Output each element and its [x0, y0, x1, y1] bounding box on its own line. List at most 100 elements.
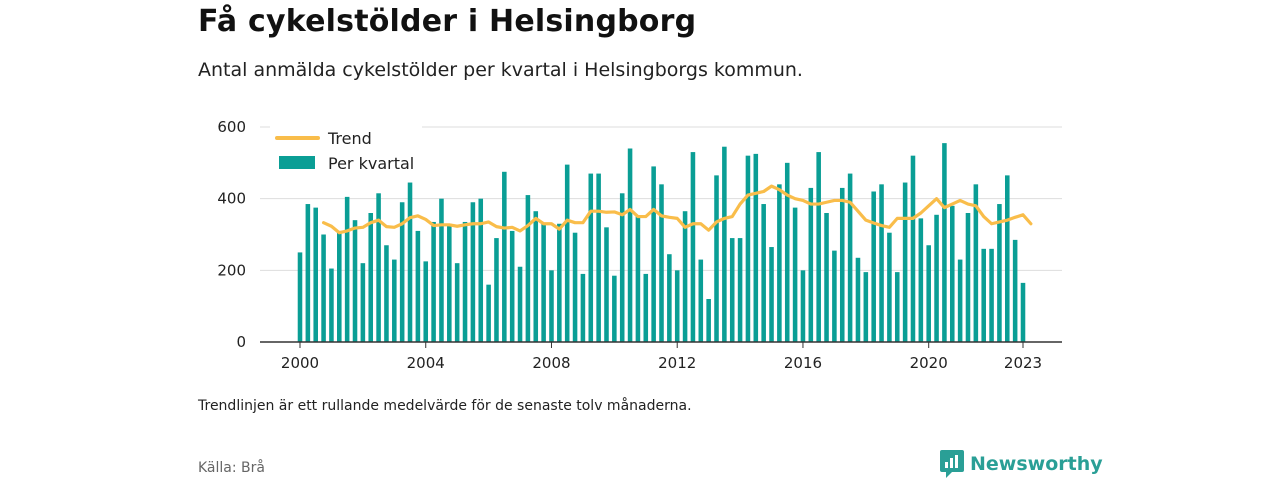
x-tick-label: 2016 — [784, 354, 822, 372]
bar — [926, 245, 931, 342]
bar — [981, 248, 986, 342]
bar — [352, 220, 358, 342]
bar — [824, 213, 829, 342]
bar — [729, 238, 735, 342]
bar — [517, 266, 523, 342]
bar — [525, 195, 531, 342]
x-tick-label: 2012 — [658, 354, 696, 372]
bar — [423, 261, 429, 342]
bar — [431, 221, 436, 342]
bar — [949, 205, 955, 342]
bar — [902, 182, 908, 342]
bar — [690, 152, 696, 342]
bar — [321, 234, 326, 342]
x-tick-label: 2004 — [407, 354, 445, 372]
bar — [502, 171, 507, 342]
bar — [572, 232, 578, 342]
bar — [714, 175, 719, 342]
axes: 0 200 400 600 2000 2004 2008 2012 2016 2020 2023 — [217, 118, 1062, 372]
bar — [965, 213, 971, 342]
chart-title: Få cykelstölder i Helsingborg — [198, 4, 697, 39]
legend-background — [270, 124, 422, 182]
chart-subtitle: Antal anmälda cykelstölder per kvartal i… — [198, 59, 803, 81]
bar — [329, 268, 334, 342]
bar — [549, 270, 554, 342]
bar — [541, 223, 546, 342]
bar — [478, 198, 484, 342]
bar — [627, 148, 633, 342]
x-tick-label: 2023 — [1004, 354, 1042, 372]
source-credit: Källa: Brå — [198, 460, 265, 476]
legend-bar-label: Per kvartal — [328, 154, 414, 173]
bar — [564, 164, 570, 342]
bar — [816, 152, 821, 342]
bar — [910, 155, 916, 342]
bar — [462, 221, 468, 342]
bar — [667, 254, 672, 342]
bar — [887, 232, 892, 342]
bar — [674, 270, 680, 342]
bar — [447, 223, 452, 342]
bar — [1012, 239, 1018, 342]
bar — [918, 218, 924, 342]
newsworthy-logo: Newsworthy — [940, 450, 1103, 478]
y-tick-label: 0 — [236, 333, 246, 351]
bar — [305, 204, 311, 342]
bar — [494, 238, 499, 342]
bar — [604, 227, 609, 342]
legend-bar-swatch — [279, 156, 315, 169]
y-tick-label: 200 — [217, 261, 246, 279]
bar — [753, 153, 759, 342]
bar — [454, 263, 460, 342]
bar — [808, 187, 814, 342]
bar — [407, 182, 413, 342]
x-tick-label: 2008 — [532, 354, 570, 372]
bar — [989, 248, 994, 342]
bar — [942, 143, 947, 342]
bar — [879, 184, 884, 342]
bar — [612, 275, 617, 342]
bar — [934, 214, 939, 342]
x-tick-label: 2000 — [281, 354, 319, 372]
bar — [470, 202, 476, 342]
footnote: Trendlinjen är ett rullande medelvärde f… — [198, 398, 692, 414]
bar — [297, 252, 303, 342]
bar — [596, 173, 601, 342]
bar — [722, 146, 727, 342]
bar — [439, 198, 444, 342]
bar — [643, 273, 649, 342]
bar — [399, 202, 405, 342]
bar — [344, 196, 350, 342]
newsworthy-icon — [940, 450, 964, 478]
bar — [957, 259, 963, 342]
bar — [360, 263, 366, 342]
bar — [486, 284, 491, 342]
bar — [533, 211, 539, 342]
y-tick-label: 600 — [217, 118, 246, 136]
bar — [635, 216, 641, 342]
bar — [619, 193, 625, 342]
bar — [745, 155, 751, 342]
bar — [737, 238, 743, 342]
bar — [847, 173, 853, 342]
chart-svg: 0 200 400 600 2000 2004 2008 2012 2016 2020 2023 T… — [217, 118, 1062, 372]
trend-series — [321, 184, 1033, 235]
bar — [784, 162, 790, 342]
legend: Trend Per kvartal — [270, 124, 422, 182]
bar — [863, 272, 869, 342]
bar — [698, 259, 704, 342]
bar — [588, 173, 594, 342]
bar — [894, 272, 900, 342]
y-tick-label: 400 — [217, 190, 246, 208]
bar — [1020, 282, 1026, 342]
bar-series — [297, 143, 1026, 342]
x-tick-label: 2020 — [910, 354, 948, 372]
bar — [557, 223, 562, 342]
bar — [769, 247, 774, 342]
trend-line — [321, 184, 1033, 235]
bar — [392, 259, 397, 342]
bar — [580, 273, 586, 342]
newsworthy-wordmark: Newsworthy — [970, 453, 1103, 475]
bar — [368, 213, 374, 342]
bar — [800, 270, 806, 342]
